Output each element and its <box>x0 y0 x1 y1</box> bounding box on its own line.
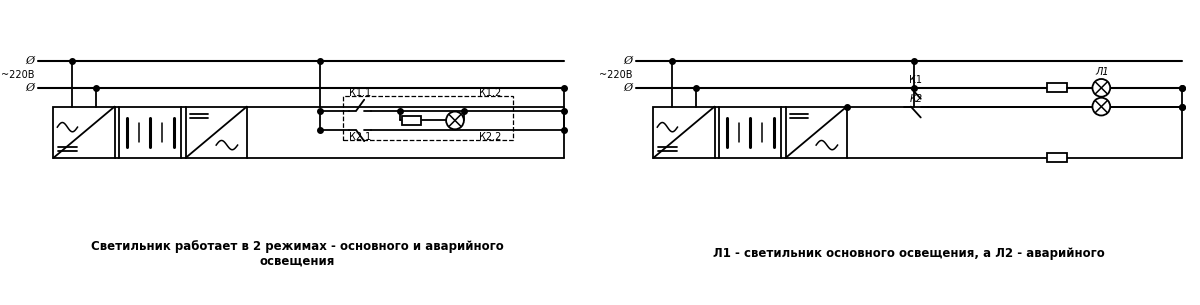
Bar <box>1048 84 1067 92</box>
Bar <box>653 107 714 158</box>
Text: К2.1: К2.1 <box>349 132 371 142</box>
Text: Ø: Ø <box>25 83 35 93</box>
Text: К2: К2 <box>910 94 923 104</box>
Circle shape <box>1092 79 1110 97</box>
Text: Ø: Ø <box>624 83 632 93</box>
Text: Л1: Л1 <box>1096 67 1109 77</box>
Bar <box>343 96 514 140</box>
Text: Ø: Ø <box>624 56 632 66</box>
Text: Светильник работает в 2 режимах - основного и аварийного
освещения: Светильник работает в 2 режимах - основн… <box>91 240 504 268</box>
Circle shape <box>446 112 464 129</box>
Text: К1: К1 <box>910 75 923 85</box>
Bar <box>120 107 181 158</box>
Text: К2.2: К2.2 <box>479 132 502 142</box>
Bar <box>786 107 847 158</box>
Text: ~220В: ~220В <box>1 70 35 80</box>
Bar <box>720 107 781 158</box>
Text: ~220В: ~220В <box>599 70 632 80</box>
Bar <box>53 107 114 158</box>
Circle shape <box>1092 98 1110 116</box>
Bar <box>402 116 421 125</box>
Text: Л2: Л2 <box>1096 86 1109 96</box>
Text: К1.2: К1.2 <box>479 88 502 98</box>
Text: К1.1: К1.1 <box>349 88 371 98</box>
Text: Ø: Ø <box>25 56 35 66</box>
Text: Л1 - светильник основного освещения, а Л2 - аварийного: Л1 - светильник основного освещения, а Л… <box>713 247 1105 260</box>
Bar <box>186 107 247 158</box>
Bar <box>1048 153 1067 162</box>
